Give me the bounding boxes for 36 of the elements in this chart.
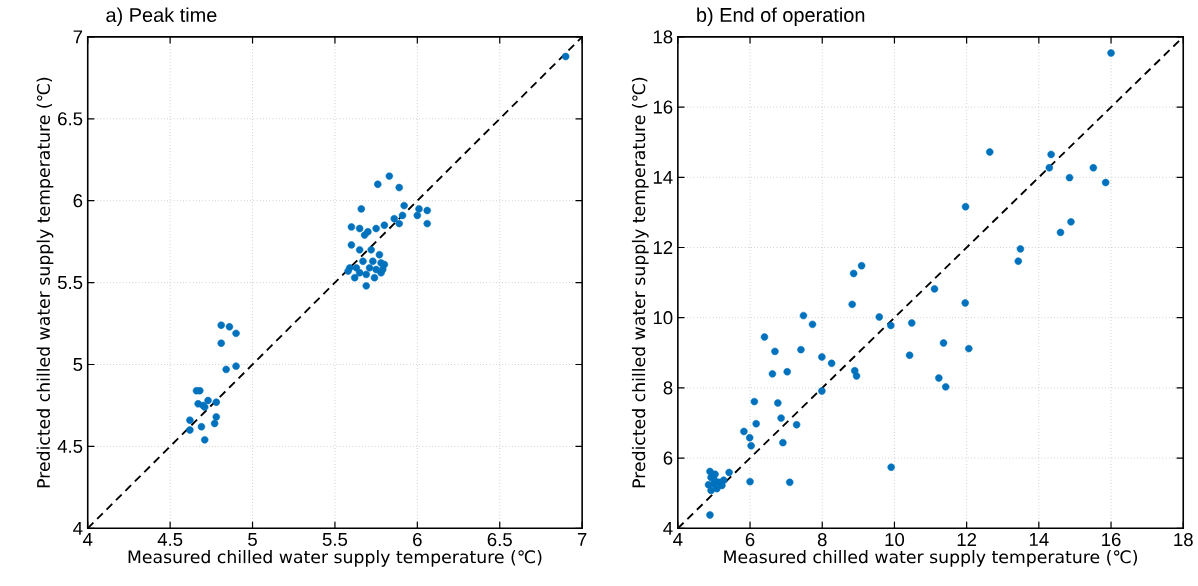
- x-tick-label: 6: [745, 532, 755, 547]
- chart-title: b) End of operation: [697, 7, 865, 26]
- y-tick-label: 8: [663, 381, 673, 395]
- x-tick-label: 5.5: [322, 532, 348, 546]
- y-tick-label: 4: [663, 521, 673, 535]
- y-tick-label: 6: [663, 451, 673, 465]
- y-tick-label: 6: [73, 194, 83, 208]
- x-tick-label: 8: [817, 532, 827, 547]
- y-tick-label: 12: [653, 240, 673, 254]
- y-tick-label: 16: [653, 100, 673, 114]
- x-axis-title: Measured chilled water supply temperature (℃): [128, 549, 542, 567]
- x-tick-label: 16: [1102, 532, 1121, 547]
- x-tick-label: 14: [1029, 532, 1049, 546]
- y-tick-label: 4.5: [57, 439, 83, 453]
- x-tick-label: 4: [82, 532, 93, 546]
- x-tick-label: 10: [885, 532, 905, 547]
- y-tick-label: 18: [653, 30, 673, 44]
- y-axis-title: Predicted chilled water supply temperature (℃): [36, 77, 54, 488]
- x-tick-label: 18: [1174, 532, 1193, 547]
- y-tick-label: 7: [73, 30, 83, 44]
- y-tick-label: 10: [653, 311, 673, 325]
- y-tick-label: 14: [653, 170, 673, 184]
- x-tick-label: 6.5: [487, 532, 512, 547]
- chart-title: a) Peak time: [106, 7, 217, 26]
- x-tick-label: 5: [248, 532, 257, 546]
- x-tick-label: 6: [413, 532, 422, 547]
- x-tick-label: 12: [957, 532, 977, 546]
- y-tick-label: 6.5: [58, 112, 83, 126]
- y-tick-label: 5: [73, 357, 83, 371]
- y-tick-label: 4: [73, 521, 83, 535]
- y-tick-label: 5.5: [57, 276, 83, 290]
- y-axis-title: Predicted chilled water supply temperature (℃): [631, 77, 649, 488]
- x-axis-title: Measured chilled water supply temperature (℃): [724, 549, 1138, 567]
- x-tick-label: 4.5: [157, 532, 183, 546]
- x-tick-label: 4: [673, 532, 683, 546]
- x-tick-label: 7: [577, 532, 587, 546]
